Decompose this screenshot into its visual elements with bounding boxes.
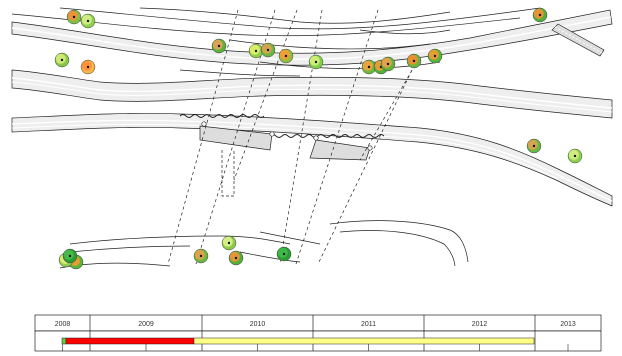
survey-point-marker[interactable] xyxy=(80,59,96,75)
survey-point-marker[interactable] xyxy=(248,43,264,59)
year-labels: 2008 2009 2010 2011 2012 2013 xyxy=(55,321,576,328)
year-label: 2013 xyxy=(560,321,576,328)
month-ticks xyxy=(62,344,569,351)
anchor-point xyxy=(269,131,275,137)
survey-point-marker[interactable] xyxy=(380,56,396,72)
survey-point-marker[interactable] xyxy=(361,59,377,75)
survey-point-marker[interactable] xyxy=(406,53,422,69)
survey-point-marker[interactable] xyxy=(54,52,70,68)
survey-point-marker[interactable] xyxy=(276,246,292,262)
markers-layer xyxy=(54,7,583,270)
edge-wavy-line xyxy=(179,114,385,138)
year-dividers xyxy=(89,315,536,351)
survey-point-marker[interactable] xyxy=(193,248,209,264)
year-label: 2011 xyxy=(361,321,376,328)
structure-left xyxy=(199,125,273,151)
survey-point-marker[interactable] xyxy=(427,48,443,64)
timeline-red-span[interactable] xyxy=(65,337,195,345)
anchor-point xyxy=(313,135,319,141)
anchor-point xyxy=(201,121,207,127)
shaft-outline xyxy=(221,150,235,197)
survey-point-marker[interactable] xyxy=(278,48,294,64)
survey-point-marker[interactable] xyxy=(567,148,583,164)
year-label: 2010 xyxy=(250,321,266,328)
survey-point-marker[interactable] xyxy=(308,54,324,70)
ramp-upper-right xyxy=(551,23,605,57)
timeline-green-tick xyxy=(61,337,67,345)
road-middle xyxy=(11,69,613,119)
survey-point-marker[interactable] xyxy=(62,248,78,264)
year-label: 2008 xyxy=(55,321,71,328)
structure-right xyxy=(309,139,371,161)
year-label: 2012 xyxy=(472,321,488,328)
survey-point-marker[interactable] xyxy=(526,138,542,154)
survey-point-marker[interactable] xyxy=(228,250,244,266)
road-lower xyxy=(11,113,613,207)
year-label: 2009 xyxy=(138,321,154,328)
anchor-point xyxy=(367,145,373,151)
survey-point-marker[interactable] xyxy=(211,38,227,54)
survey-point-marker[interactable] xyxy=(66,9,82,25)
map-canvas[interactable] xyxy=(0,0,622,290)
contour-lines-lower xyxy=(59,220,469,269)
timeline-yellow-span[interactable] xyxy=(193,337,535,345)
survey-point-marker[interactable] xyxy=(532,7,548,23)
survey-point-marker[interactable] xyxy=(260,42,276,58)
road-upper xyxy=(11,9,613,66)
survey-point-marker[interactable] xyxy=(80,13,96,29)
survey-point-marker[interactable] xyxy=(221,235,237,251)
